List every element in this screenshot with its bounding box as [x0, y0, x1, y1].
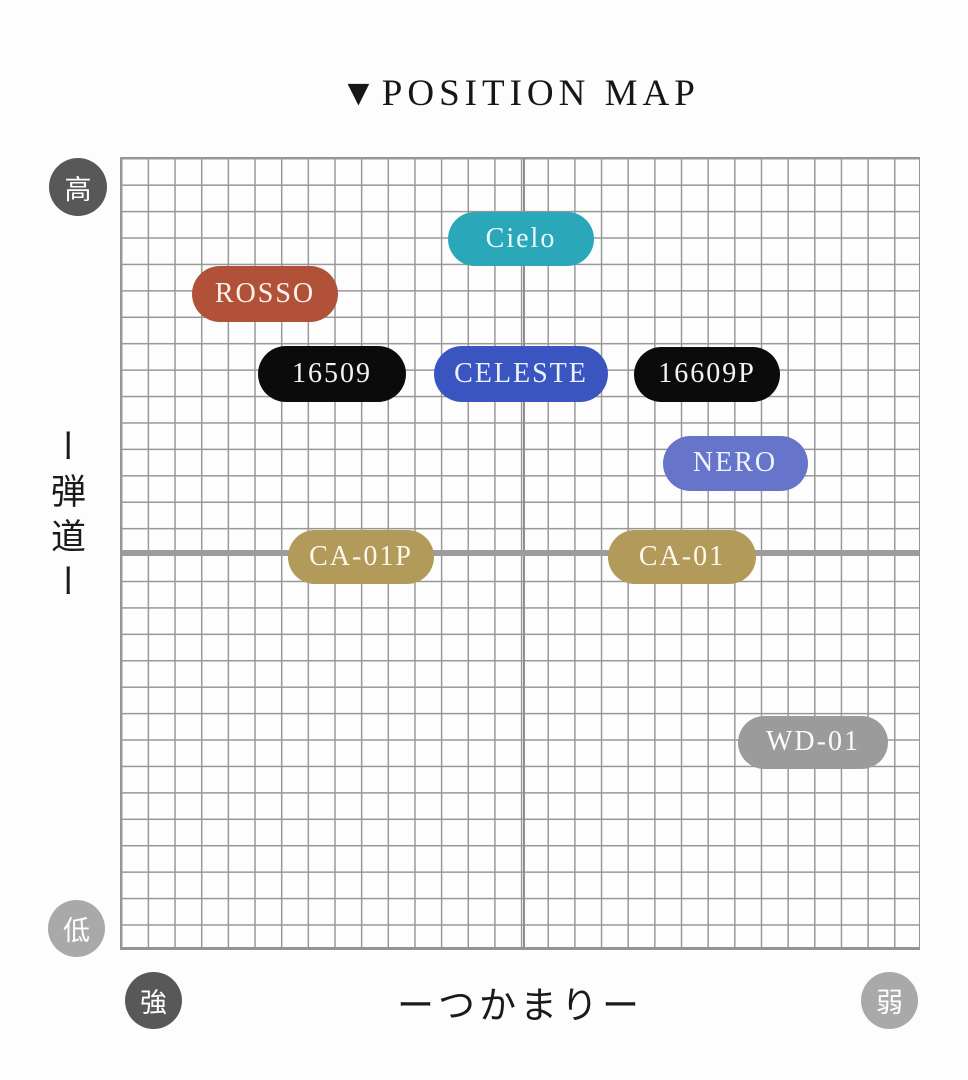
- point-pill-cielo: Cielo: [448, 212, 594, 266]
- point-pill-nero: NERO: [662, 435, 808, 491]
- y-axis-bottom-badge: 低: [48, 900, 105, 957]
- x-axis-left-badge-label: 強: [140, 988, 167, 1018]
- y-axis-label: ー弾道ー: [46, 428, 85, 608]
- point-pill-16509: 16509: [258, 346, 406, 402]
- y-axis-top-badge-label: 高: [64, 174, 92, 205]
- x-axis-left-badge: 強: [125, 972, 182, 1029]
- x-axis-right-badge-label: 弱: [876, 988, 903, 1018]
- point-pill-wd-01: WD-01: [738, 715, 888, 769]
- page-title: ▼POSITION MAP: [340, 73, 700, 114]
- horizontal-center-line: [121, 549, 919, 556]
- point-pill-rosso: ROSSO: [192, 266, 338, 322]
- y-axis-top-badge: 高: [49, 158, 107, 216]
- point-pill-ca-01: CA-01: [608, 530, 756, 584]
- position-grid: Cielo ROSSO 16509 CELESTE 16609P NERO CA-01P CA…: [120, 157, 920, 950]
- y-axis-bottom-badge-label: 低: [63, 916, 90, 946]
- x-axis-right-badge: 弱: [861, 972, 918, 1029]
- point-pill-16609p: 16609P: [634, 346, 780, 402]
- x-axis-label: ーつかまりー: [397, 986, 643, 1027]
- point-pill-ca-01p: CA-01P: [288, 530, 434, 584]
- point-pill-celeste: CELESTE: [434, 346, 608, 402]
